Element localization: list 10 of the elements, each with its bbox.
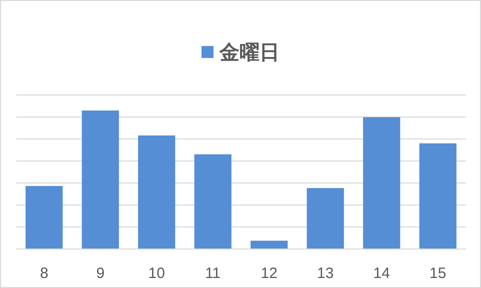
x-tick-label: 9 [96,265,105,282]
x-tick-label: 13 [317,265,334,282]
x-tick-label: 15 [430,265,446,282]
legend-label: 金曜日 [218,42,280,64]
legend: 金曜日 [202,42,280,64]
x-tick-label: 12 [260,265,278,282]
x-tick-label: 11 [205,265,221,282]
x-tick-label: 14 [373,265,390,282]
x-tick-label: 8 [40,265,48,282]
x-tick-label: 10 [148,265,165,282]
